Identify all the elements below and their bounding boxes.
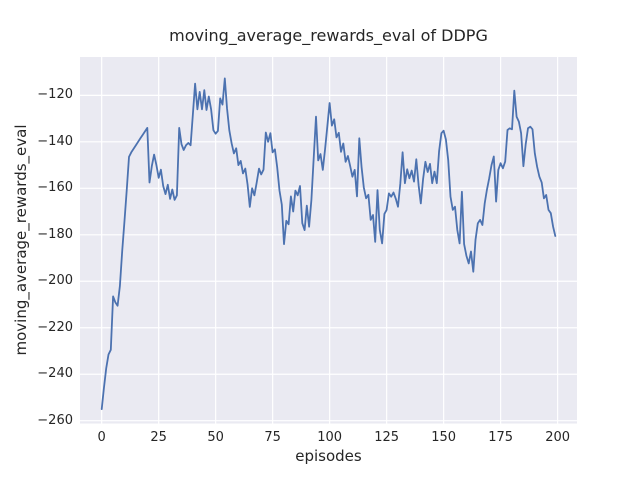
y-tick-label: −120	[37, 87, 73, 103]
y-tick-label: −220	[37, 319, 73, 335]
x-tick-label: 50	[207, 429, 224, 445]
x-tick-label: 125	[374, 429, 400, 445]
x-tick-label: 175	[488, 429, 514, 445]
x-tick-label: 0	[97, 429, 106, 445]
y-tick-label: −180	[37, 226, 73, 242]
x-axis-label: episodes	[295, 447, 362, 465]
x-tick-label: 200	[545, 429, 571, 445]
y-tick-label: −200	[37, 273, 73, 289]
y-tick-label: −140	[37, 133, 73, 149]
y-tick-label: −260	[37, 412, 73, 428]
series-line	[100, 77, 557, 411]
y-tick-label: −160	[37, 180, 73, 196]
x-tick-label: 25	[150, 429, 167, 445]
y-tick-label: −240	[37, 366, 73, 382]
chart-title: moving_average_rewards_eval of DDPG	[169, 26, 488, 45]
x-tick-label: 150	[431, 429, 457, 445]
x-tick-label: 75	[264, 429, 281, 445]
x-tick-label: 100	[317, 429, 343, 445]
